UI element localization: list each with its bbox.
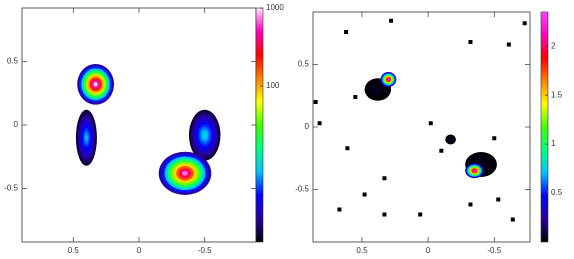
speck [522,21,527,26]
x-tick-label: 0 [426,246,431,255]
y-tick-label: 0 [14,120,19,129]
colorbar-tick-label: 1 [551,139,556,148]
source-peak [202,132,207,139]
heatmap-panel: 0.5 0 -0.5 -0.5 0 0.5 100 1000 [4,3,284,255]
source-peak [450,138,452,141]
heatmap-panel: 0.5 0 -0.5 -0.5 0 0.5 0.5 1 1.5 2 [295,11,563,255]
colorbar-tick-label: 1000 [266,3,284,12]
y-tick-label: 0.5 [7,57,19,66]
colorbar-tick-label: 0.5 [551,188,563,197]
y-tick-label: -0.5 [295,185,309,194]
image-area [313,12,530,242]
speck [362,192,367,197]
colorbar [540,11,549,243]
x-tick-label: -0.5 [198,246,212,255]
image-background [313,12,530,242]
speck [510,217,515,222]
colorbar [255,7,264,243]
speck [418,212,423,217]
speck [492,136,497,141]
speck [428,121,433,126]
speck [313,100,318,104]
x-tick-label: 0.5 [356,246,368,255]
colorbar-tick-label: 1.5 [551,90,563,99]
speck [317,121,322,126]
y-tick-label: 0.5 [298,60,310,69]
source-peak [387,78,390,81]
y-tick-label: -0.5 [4,184,18,193]
image-background [22,8,256,242]
source-peak [93,82,98,87]
speck [353,95,358,99]
source-peak [85,134,88,141]
speck [344,30,349,34]
colorbar-tick-label: 100 [266,81,280,90]
speck [496,197,501,202]
x-tick-label: -0.5 [487,246,501,255]
speck [345,146,350,151]
speck [382,176,387,181]
x-tick-label: 0 [137,246,142,255]
speck [506,42,511,47]
x-tick-label: 0.5 [68,246,80,255]
speck [389,18,394,23]
speck [382,212,387,217]
speck [468,40,473,44]
source-peak [376,88,380,91]
colorbar-tick-label: 2 [551,41,556,50]
y-tick-label: 0 [305,122,310,131]
speck [468,202,473,207]
speck [337,207,342,212]
source-peak [182,170,188,176]
source-peak [473,169,476,172]
image-area [22,8,256,242]
speck [439,148,444,153]
